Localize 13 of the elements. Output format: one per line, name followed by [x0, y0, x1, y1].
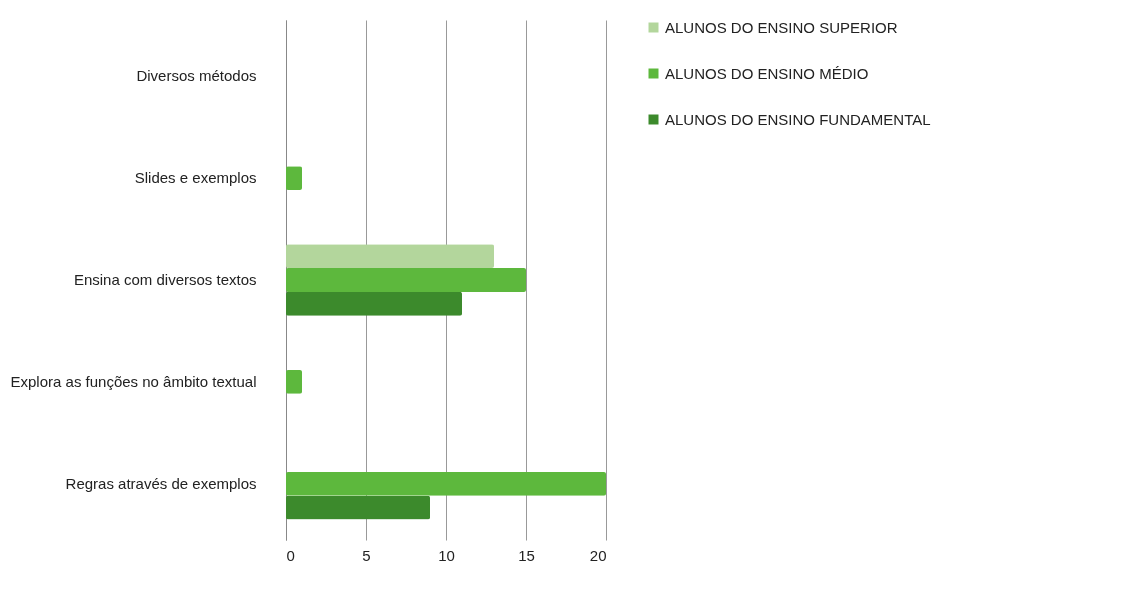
y-tick-label: Slides e exemplos	[134, 169, 257, 187]
legend-label: ALUNOS DO ENSINO FUNDAMENTAL	[665, 110, 931, 128]
y-tick-label: Regras através de exemplos	[65, 474, 257, 492]
y-tick-label: Ensina com diversos textos	[73, 271, 257, 288]
x-tick-label: 20	[589, 546, 607, 564]
y-tick-label: Explora as funções no âmbito textual	[10, 372, 257, 390]
x-tick-label: 0	[286, 546, 295, 564]
x-tick-label: 10	[438, 546, 455, 564]
y-tick-label: Diversos métodos	[136, 67, 257, 85]
legend-label: ALUNOS DO ENSINO MÉDIO	[665, 64, 869, 82]
legend-label: ALUNOS DO ENSINO SUPERIOR	[665, 18, 898, 36]
x-tick-label: 5	[362, 546, 371, 564]
x-tick-label: 15	[518, 546, 535, 564]
